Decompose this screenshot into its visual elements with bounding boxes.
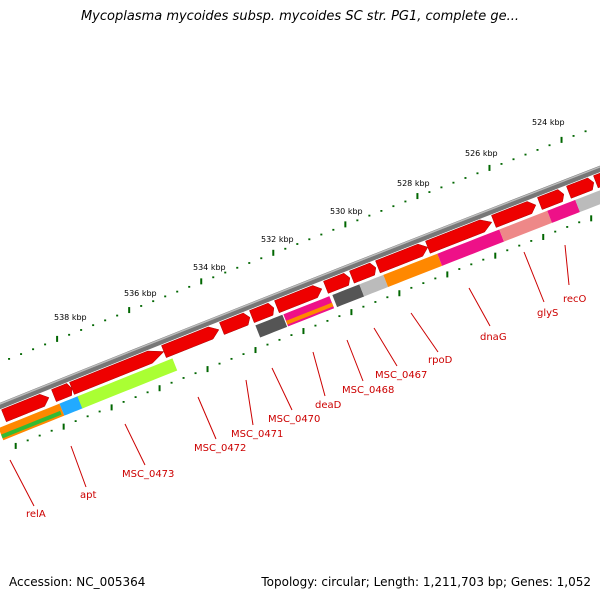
leader-MSC_0471 <box>245 379 254 426</box>
reverse-gene-block <box>1 410 62 439</box>
forward-gene-arrow <box>1 394 50 423</box>
gene-label-MSC_0470: MSC_0470 <box>268 414 320 425</box>
genome-backbone <box>0 165 600 410</box>
leader-glyS <box>523 251 545 303</box>
forward-gene-arrow <box>593 172 600 189</box>
forward-gene-arrow <box>425 219 493 254</box>
leader-relA <box>9 459 35 507</box>
gene-label-MSC_0473: MSC_0473 <box>122 469 174 480</box>
gene-label-glyS: glyS <box>537 308 558 319</box>
forward-gene-arrow <box>375 243 429 274</box>
forward-gene-arrow <box>69 350 165 395</box>
accession-text: Accession: NC_005364 <box>9 575 146 589</box>
forward-gene-arrow <box>161 326 220 358</box>
leader-MSC_0468 <box>346 339 364 382</box>
ruler-label-530: 530 kbp <box>330 207 363 216</box>
ruler-label-536: 536 kbp <box>124 289 157 298</box>
ruler-label-524: 524 kbp <box>532 118 565 127</box>
gene-label-MSC_0468: MSC_0468 <box>342 385 394 396</box>
label-leaders <box>9 244 570 507</box>
leader-dnaG <box>468 287 491 327</box>
reverse-gene-block <box>77 358 178 409</box>
gene-label-relA: relA <box>26 509 46 520</box>
forward-gene-arrow <box>537 189 565 210</box>
forward-gene-arrow <box>349 262 377 284</box>
forward-gene-arrow <box>491 201 537 228</box>
gene-label-rpoD: rpoD <box>428 355 453 366</box>
gene-label-dnaG: dnaG <box>480 332 507 343</box>
ruler-label-538: 538 kbp <box>54 313 87 322</box>
ruler-label-526: 526 kbp <box>465 149 498 158</box>
reverse-gene-block <box>332 284 365 308</box>
forward-gene-arrow <box>274 285 323 314</box>
leader-deaD <box>312 351 326 397</box>
gene-label-MSC_0471: MSC_0471 <box>231 429 283 440</box>
ruler-label-532: 532 kbp <box>261 235 294 244</box>
ruler-ticks <box>8 130 587 360</box>
reverse-gene-block <box>547 199 580 223</box>
gene-label-MSC_0467: MSC_0467 <box>375 370 427 381</box>
forward-gene-arrow <box>51 383 73 402</box>
forward-gene-arrow <box>323 272 351 294</box>
reverse-gene-block <box>359 274 389 297</box>
gene-label-deaD: deaD <box>315 400 342 411</box>
reverse-strand-genes <box>0 190 600 441</box>
forward-strand-genes <box>1 172 600 423</box>
reverse-gene-block <box>499 210 552 242</box>
leader-MSC_0467 <box>373 327 398 367</box>
ruler-label-534: 534 kbp <box>193 263 226 272</box>
reverse-gene-block <box>285 302 334 325</box>
ruler-label-528: 528 kbp <box>397 179 430 188</box>
gene-label-MSC_0472: MSC_0472 <box>194 443 246 454</box>
reverse-gene-block <box>575 190 600 213</box>
reverse-gene-block <box>59 395 85 416</box>
genome-backbone-highlight <box>0 166 600 405</box>
reverse-gene-block <box>437 229 504 266</box>
ruler-labels: 524 kbp 526 kbp 528 kbp 530 kbp 532 kbp … <box>54 118 565 322</box>
gene-label-apt: apt <box>80 490 96 501</box>
forward-gene-arrow <box>249 302 275 323</box>
map-title: Mycoplasma mycoides subsp. mycoides SC s… <box>80 9 520 24</box>
leader-apt <box>70 445 87 488</box>
inner-ticks <box>14 215 593 449</box>
topology-text: Topology: circular; Length: 1,211,703 bp… <box>261 575 591 589</box>
gene-label-recO: recO <box>563 294 587 305</box>
reverse-gene-block <box>255 314 288 338</box>
leader-MSC_0472 <box>197 396 217 440</box>
leader-recO <box>564 244 570 286</box>
forward-gene-arrow <box>566 177 595 199</box>
leader-rpoD <box>410 312 439 353</box>
forward-gene-arrow <box>219 312 251 335</box>
leader-MSC_0470 <box>271 367 293 411</box>
leader-MSC_0473 <box>124 423 146 466</box>
reverse-gene-block <box>383 253 443 288</box>
gene-labels: recO glyS dnaG rpoD MSC_0467 MSC_0468 de… <box>26 294 587 520</box>
